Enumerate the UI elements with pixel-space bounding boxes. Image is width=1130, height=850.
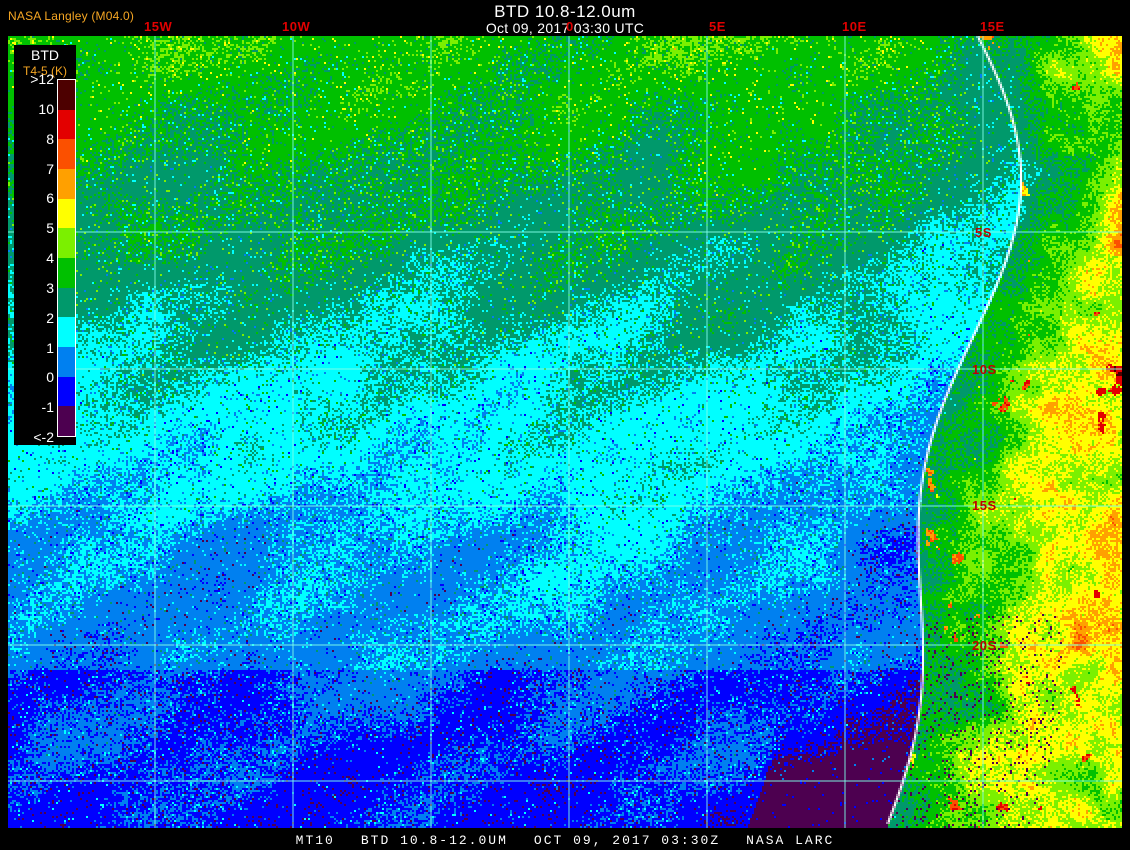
colorbar-band-7 <box>58 287 75 318</box>
page-title: BTD 10.8-12.0um <box>494 2 636 21</box>
colorbar-tick-11: -1 <box>41 399 54 416</box>
colorbar-band-10 <box>58 376 75 407</box>
colorbar-tick-6: 4 <box>46 250 54 266</box>
colorbar-tick-4: 6 <box>46 190 54 207</box>
colorbar-tick-3: 7 <box>46 160 54 177</box>
lat-label-20S: 20S <box>972 638 997 653</box>
colorbar-band-6 <box>58 258 75 288</box>
colorbar-tick-9: 1 <box>46 339 54 356</box>
lon-label-5E: 5E <box>709 19 726 34</box>
colorbar-tick-0: >12 <box>30 71 54 87</box>
colorbar-band-4 <box>58 198 75 229</box>
colorbar-tick-7: 3 <box>46 279 54 296</box>
btd-heatmap-canvas[interactable] <box>8 36 1122 828</box>
page-subtitle: Oct 09, 2017 03:30 UTC <box>485 20 645 36</box>
status-bar: MT10 BTD 10.8-12.0UM OCT 09, 2017 03:30Z… <box>0 830 1130 850</box>
map-area[interactable] <box>8 36 1122 828</box>
lon-label-0: 0 <box>566 19 574 34</box>
status-agency: NASA LARC <box>746 832 835 848</box>
graticule-overlay <box>8 36 1122 828</box>
colorbar-band-9 <box>58 347 75 377</box>
colorbar-band-2 <box>58 139 75 170</box>
lon-label-10W: 10W <box>282 19 311 34</box>
lat-label-15S: 15S <box>972 498 997 513</box>
status-product: BTD 10.8-12.0UM <box>360 832 508 848</box>
status-timestamp: OCT 09, 2017 03:30Z <box>533 832 721 848</box>
colorbar-tick-2: 8 <box>46 130 54 147</box>
colorbar-units: T4-5 (K) <box>22 64 67 78</box>
colorbar-tick-12: <-2 <box>33 429 54 445</box>
colorbar-gradient <box>57 79 76 437</box>
provider-label: NASA Langley (M04.0) <box>8 9 135 23</box>
colorbar-title: BTD <box>31 47 59 63</box>
colorbar-tick-5: 5 <box>46 220 54 237</box>
colorbar-tick-8: 2 <box>46 309 54 326</box>
colorbar-tick-1: 10 <box>38 100 54 117</box>
colorbar-band-8 <box>58 317 75 348</box>
colorbar-tick-10: 0 <box>46 369 54 386</box>
colorbar-band-3 <box>58 169 75 199</box>
colorbar-band-11 <box>58 406 75 437</box>
status-satellite: MT10 <box>295 832 335 848</box>
colorbar-band-5 <box>58 228 75 259</box>
lat-label-10S: 10S <box>972 362 997 377</box>
lon-label-15W: 15W <box>144 19 173 34</box>
colorbar-band-0 <box>58 80 75 110</box>
colorbar-panel: BTD T4-5 (K) >12 10 8 7 6 5 4 3 2 1 0 -1 <-2 <box>14 45 76 445</box>
lon-label-10E: 10E <box>842 19 867 34</box>
lon-label-15E: 15E <box>980 19 1005 34</box>
lat-label-5S: 5S <box>975 225 992 240</box>
colorbar-band-1 <box>58 109 75 140</box>
